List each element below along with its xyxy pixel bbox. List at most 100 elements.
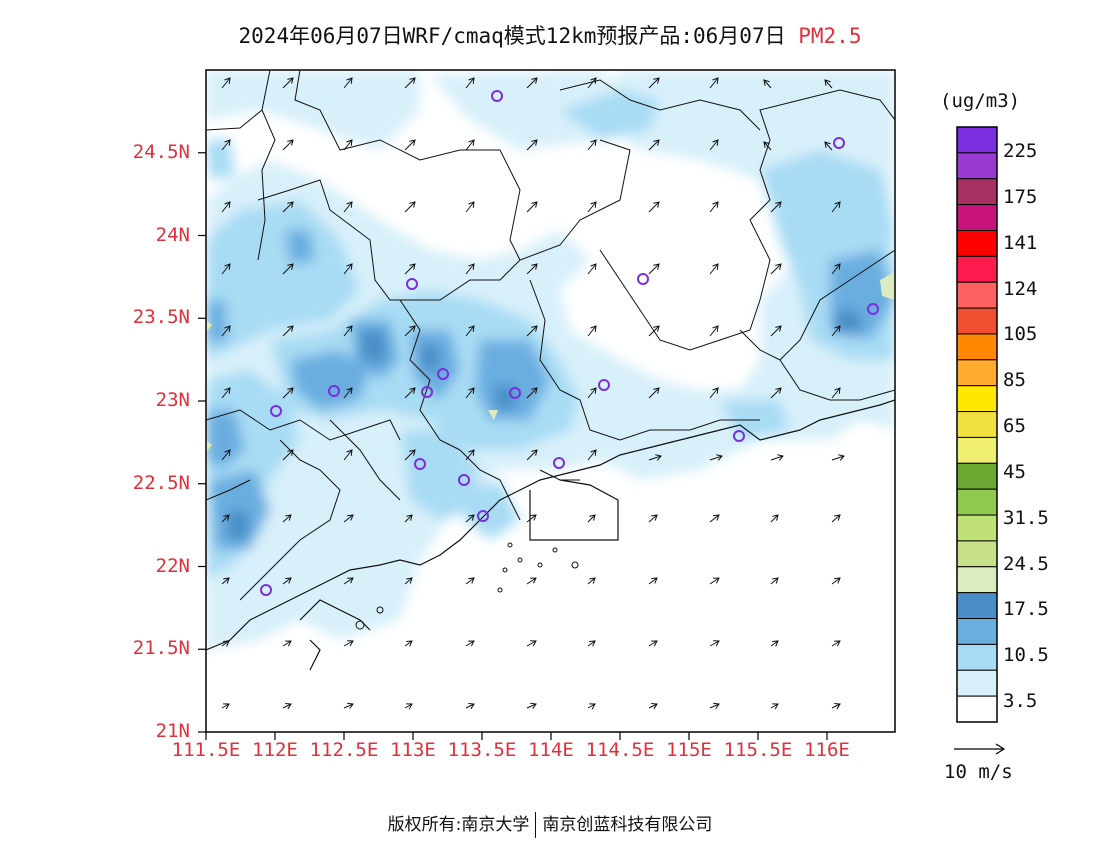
wind-arrow [404,77,416,89]
legend-label: 45 [1003,461,1026,483]
wind-arrow [282,514,292,523]
wind-arrow [587,449,597,461]
wind-arrow [404,449,416,461]
wind-arrow [465,77,475,89]
legend-label: 10.5 [1003,644,1049,666]
lat-label: 21.5N [132,637,190,660]
wind-arrow [343,387,353,399]
legend-swatch [956,514,998,542]
wind-arrow [343,449,353,461]
wind-scale-arrow [954,743,1006,755]
legend-swatch [956,411,998,438]
title-species: PM2.5 [798,24,862,48]
lon-label: 112E [252,739,298,761]
wind-arrow [709,139,719,151]
wind-arrow [282,387,294,399]
wind-arrow [343,514,354,523]
legend-swatch [956,229,998,257]
legend-swatch [956,618,998,645]
footer-right: 南京创蓝科技有限公司 [542,815,713,835]
wind-arrow [831,201,841,213]
wind-arrow [404,640,413,647]
wind-arrow [221,387,231,399]
wind-arrow [282,201,294,213]
wind-arrow [221,139,231,151]
wind-arrow [282,703,292,710]
wind-arrow [770,263,782,275]
legend-swatch [956,385,998,413]
legend-swatch [956,540,998,568]
wind-arrow [770,703,779,710]
wind-arrow [831,454,845,461]
wind-arrow [282,77,294,89]
wind-vectors [221,77,845,710]
wind-arrow [343,640,354,647]
wind-arrow [343,325,353,337]
wind-arrow [587,201,597,213]
legend-swatch [956,178,998,206]
wind-arrow [709,263,719,275]
footer-left: 版权所有:南京大学 [387,815,530,835]
wind-arrow [282,577,292,585]
wind-arrow [404,703,413,710]
wind-arrow [404,201,416,213]
legend-label: 124 [1003,278,1038,300]
wind-arrow [831,387,841,399]
wind-arrow [587,387,597,399]
wind-arrow [221,577,230,585]
lat-label: 23N [155,389,190,411]
legend-swatch [956,126,998,154]
wind-arrow [831,325,841,337]
legend-swatch [956,462,998,490]
wind-arrow [465,325,475,337]
wind-arrow [221,640,230,647]
legend-units: (ug/m3) [940,90,1021,112]
wind-arrow [343,263,353,275]
legend-swatch [956,643,998,671]
wind-arrow [343,702,354,710]
wind-arrow [763,141,772,151]
lat-label: 24N [155,223,190,246]
wind-arrow [343,77,353,89]
wind-arrow [831,703,841,710]
wind-arrow [526,139,538,151]
legend-swatch [956,695,998,723]
wind-arrow [465,514,475,523]
wind-arrow [831,577,841,585]
wind-arrow [526,640,537,647]
legend-label: 3.5 [1003,690,1038,712]
wind-arrow [282,263,294,275]
wind-arrow [709,514,720,523]
wind-arrow [648,577,658,585]
lat-label: 21N [155,720,190,742]
legend-label: 17.5 [1003,598,1049,620]
wind-arrow [282,325,294,337]
wind-arrow [465,263,475,275]
wind-arrow [526,263,538,275]
wind-arrow [526,77,538,89]
wind-arrow [770,325,782,337]
legend-swatch [956,281,998,309]
wind-arrow [221,201,231,213]
lon-label: 111.5E [171,739,241,761]
wind-arrow [648,325,660,337]
wind-arrow [465,640,475,647]
wind-arrow [824,79,833,89]
wind-arrow [763,79,772,89]
map-title: 2024年06月07日WRF/cmaq模式12km预报产品:06月07日 PM2… [0,20,1100,50]
wind-arrow [648,201,660,213]
wind-arrow [221,703,230,710]
lon-label: 115.5E [723,739,793,761]
lon-label: 114.5E [585,739,655,761]
wind-arrow [587,577,596,585]
wind-arrow [282,640,292,647]
wind-arrow [770,640,779,647]
wind-arrow [770,387,782,399]
wind-arrow [709,387,719,399]
legend-label: 141 [1003,232,1038,254]
legend-swatch [956,307,998,335]
lon-label: 116E [804,739,850,761]
title-text: 2024年06月07日WRF/cmaq模式12km预报产品:06月07日 [238,24,786,48]
legend-label: 85 [1003,369,1026,391]
